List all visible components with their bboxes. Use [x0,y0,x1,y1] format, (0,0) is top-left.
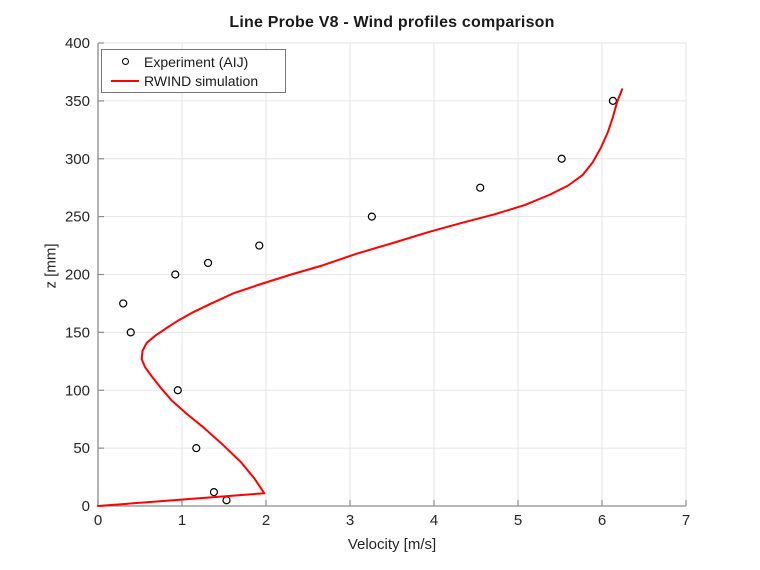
y-tick-label: 400 [65,35,90,52]
legend-item-simulation: RWIND simulation [110,71,279,90]
y-tick-label: 100 [65,382,90,399]
legend-swatch [110,79,140,82]
x-tick-label: 6 [598,512,606,529]
legend-label-simulation: RWIND simulation [144,72,259,89]
legend-label-experiment: Experiment (AIJ) [144,53,249,70]
chart-title: Line Probe V8 - Wind profiles comparison [229,14,555,31]
experiment-data-point [608,96,618,105]
x-tick-label: 7 [682,512,690,529]
x-axis-label: Velocity [m/s] [347,536,437,553]
x-tick-label: 1 [178,512,186,529]
experiment-data-point [557,154,566,163]
y-tick-label: 0 [82,498,90,515]
experiment-data-point [119,299,128,308]
experiment-data-point [173,386,182,395]
y-tick-label: 350 [65,93,90,110]
legend: Experiment (AIJ) RWIND simulation [101,49,286,93]
experiment-data-point [222,496,231,505]
open-circle-marker-icon [121,58,129,65]
experiment-data-point [255,241,264,250]
y-tick-label: 50 [73,440,90,457]
legend-swatch [110,58,140,65]
x-tick-label: 2 [262,512,270,529]
experiment-data-point [171,270,180,279]
simulation-line [97,88,624,507]
x-tick-label: 3 [346,512,354,529]
experiment-data-point [126,328,135,337]
y-tick-label: 300 [65,151,90,168]
experiment-data-point [367,212,376,221]
experiment-data-point [476,183,485,192]
legend-item-experiment: Experiment (AIJ) [110,52,279,71]
y-tick-label: 250 [65,209,90,226]
red-line-marker-icon [111,79,139,82]
y-tick-label: 200 [65,267,90,284]
experiment-data-point [192,444,201,453]
x-tick-label: 0 [94,512,102,529]
x-tick-label: 4 [430,512,438,529]
experiment-data-point [203,258,213,268]
x-tick-label: 5 [514,512,522,529]
experiment-data-point [209,488,219,497]
y-tick-label: 150 [65,324,90,341]
